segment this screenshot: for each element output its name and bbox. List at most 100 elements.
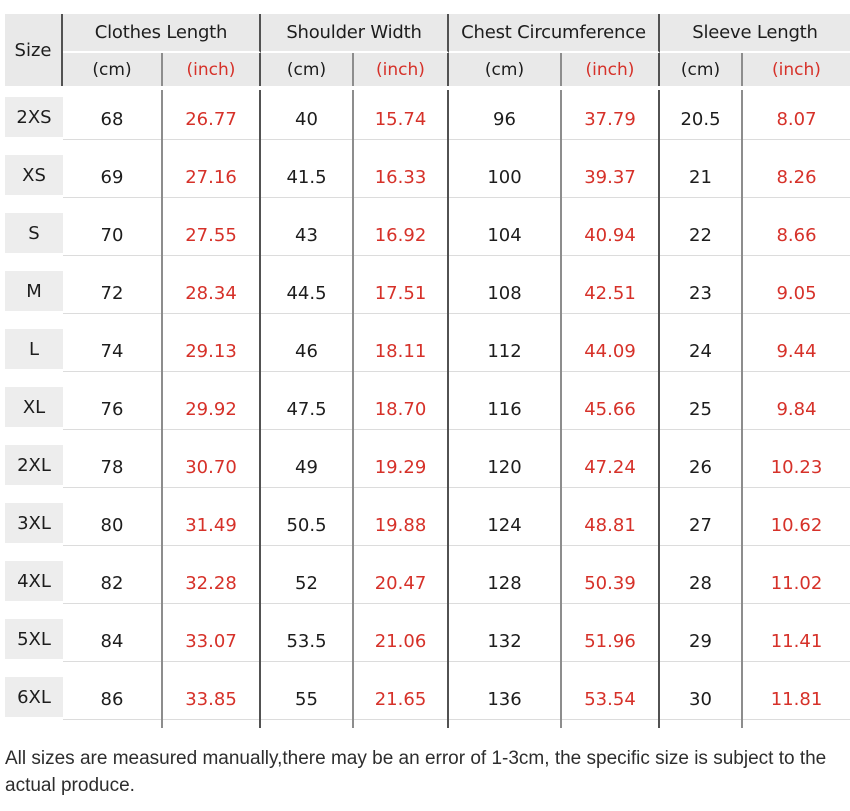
value-cell-cm: 21 [660, 148, 743, 206]
value-cell-inch: 15.74 [354, 90, 449, 148]
value-cell-cm: 72 [63, 264, 163, 322]
value-cell-cm: 108 [449, 264, 562, 322]
value-cell-inch: 26.77 [163, 90, 261, 148]
value-cell-inch: 29.13 [163, 322, 261, 380]
value-cell-inch: 27.16 [163, 148, 261, 206]
size-cell: S [5, 206, 63, 264]
value-cell-cm: 44.5 [261, 264, 354, 322]
value-cell-inch: 50.39 [562, 554, 660, 612]
value-cell-cm: 30 [660, 670, 743, 728]
value-cell-inch: 29.92 [163, 380, 261, 438]
value-cell-inch: 33.07 [163, 612, 261, 670]
size-cell: XL [5, 380, 63, 438]
size-cell: 6XL [5, 670, 63, 728]
value-cell-cm: 55 [261, 670, 354, 728]
value-cell-cm: 27 [660, 496, 743, 554]
value-cell-inch: 20.47 [354, 554, 449, 612]
value-cell-inch: 21.06 [354, 612, 449, 670]
value-cell-inch: 9.44 [743, 322, 850, 380]
value-cell-inch: 48.81 [562, 496, 660, 554]
value-cell-cm: 96 [449, 90, 562, 148]
value-cell-cm: 28 [660, 554, 743, 612]
value-cell-inch: 8.66 [743, 206, 850, 264]
size-cell: 2XL [5, 438, 63, 496]
value-cell-inch: 19.88 [354, 496, 449, 554]
size-chart-table: Size Clothes Length Shoulder Width Chest… [5, 14, 850, 728]
value-cell-inch: 37.79 [562, 90, 660, 148]
value-cell-cm: 68 [63, 90, 163, 148]
value-cell-inch: 28.34 [163, 264, 261, 322]
value-cell-inch: 17.51 [354, 264, 449, 322]
value-cell-inch: 47.24 [562, 438, 660, 496]
value-cell-cm: 24 [660, 322, 743, 380]
value-cell-cm: 82 [63, 554, 163, 612]
value-cell-inch: 8.26 [743, 148, 850, 206]
unit-header-cm: (cm) [63, 53, 163, 86]
value-cell-inch: 44.09 [562, 322, 660, 380]
value-cell-cm: 100 [449, 148, 562, 206]
size-cell: 5XL [5, 612, 63, 670]
value-cell-cm: 78 [63, 438, 163, 496]
size-cell: XS [5, 148, 63, 206]
value-cell-inch: 27.55 [163, 206, 261, 264]
value-cell-cm: 52 [261, 554, 354, 612]
group-header-shoulder-width: Shoulder Width [261, 14, 449, 53]
value-cell-cm: 116 [449, 380, 562, 438]
size-label: M [5, 271, 63, 311]
value-cell-inch: 10.23 [743, 438, 850, 496]
value-cell-inch: 11.02 [743, 554, 850, 612]
size-label: 5XL [5, 619, 63, 659]
value-cell-cm: 40 [261, 90, 354, 148]
unit-header-inch: (inch) [163, 53, 261, 86]
value-cell-cm: 46 [261, 322, 354, 380]
unit-header-inch: (inch) [354, 53, 449, 86]
value-cell-cm: 22 [660, 206, 743, 264]
unit-header-cm: (cm) [660, 53, 743, 86]
value-cell-inch: 18.70 [354, 380, 449, 438]
size-label: XS [5, 155, 63, 195]
size-cell: 4XL [5, 554, 63, 612]
size-column-header: Size [5, 14, 63, 86]
value-cell-cm: 20.5 [660, 90, 743, 148]
value-cell-inch: 42.51 [562, 264, 660, 322]
table-header: Size Clothes Length Shoulder Width Chest… [5, 14, 850, 86]
value-cell-inch: 9.05 [743, 264, 850, 322]
unit-header-cm: (cm) [449, 53, 562, 86]
group-header-sleeve-length: Sleeve Length [660, 14, 850, 53]
size-label: 2XS [5, 97, 63, 137]
value-cell-inch: 21.65 [354, 670, 449, 728]
value-cell-cm: 26 [660, 438, 743, 496]
value-cell-inch: 9.84 [743, 380, 850, 438]
unit-header-cm: (cm) [261, 53, 354, 86]
value-cell-inch: 19.29 [354, 438, 449, 496]
table-body: 2XS 68 26.77 40 15.74 96 37.79 20.5 8.07 XS 69 27.1… [5, 90, 850, 728]
value-cell-cm: 84 [63, 612, 163, 670]
value-cell-inch: 11.41 [743, 612, 850, 670]
value-cell-cm: 41.5 [261, 148, 354, 206]
size-label: 2XL [5, 445, 63, 485]
size-cell: L [5, 322, 63, 380]
value-cell-cm: 29 [660, 612, 743, 670]
value-cell-inch: 16.33 [354, 148, 449, 206]
value-cell-cm: 47.5 [261, 380, 354, 438]
value-cell-inch: 39.37 [562, 148, 660, 206]
value-cell-inch: 53.54 [562, 670, 660, 728]
value-cell-cm: 53.5 [261, 612, 354, 670]
size-label: XL [5, 387, 63, 427]
value-cell-inch: 30.70 [163, 438, 261, 496]
value-cell-cm: 128 [449, 554, 562, 612]
value-cell-cm: 136 [449, 670, 562, 728]
value-cell-cm: 112 [449, 322, 562, 380]
value-cell-cm: 132 [449, 612, 562, 670]
value-cell-inch: 18.11 [354, 322, 449, 380]
size-label: 4XL [5, 561, 63, 601]
unit-header-inch: (inch) [772, 59, 821, 80]
size-label: 6XL [5, 677, 63, 717]
group-header-chest-circumference: Chest Circumference [449, 14, 660, 53]
value-cell-cm: 69 [63, 148, 163, 206]
value-cell-cm: 76 [63, 380, 163, 438]
value-cell-cm: 124 [449, 496, 562, 554]
size-label: L [5, 329, 63, 369]
value-cell-cm: 70 [63, 206, 163, 264]
